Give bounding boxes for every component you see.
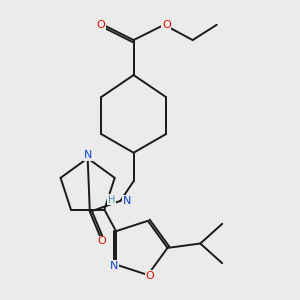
Text: N: N <box>110 261 118 271</box>
Text: O: O <box>146 271 154 281</box>
Text: O: O <box>162 20 171 30</box>
Text: N: N <box>123 196 131 206</box>
Text: O: O <box>96 20 105 30</box>
Text: N: N <box>83 150 92 160</box>
Text: H: H <box>108 195 116 205</box>
Text: O: O <box>98 236 106 246</box>
